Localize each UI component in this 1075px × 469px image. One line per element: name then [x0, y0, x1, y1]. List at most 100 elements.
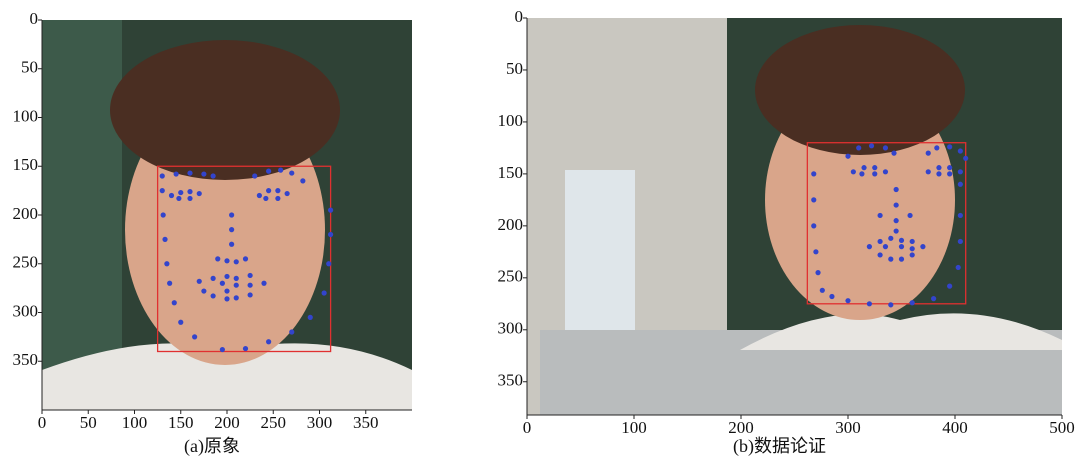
- landmark: [859, 171, 864, 176]
- x-tick-label: 300: [835, 418, 861, 437]
- landmark: [224, 274, 229, 279]
- landmark: [820, 288, 825, 293]
- landmark: [958, 182, 963, 187]
- landmark: [963, 156, 968, 161]
- landmark: [947, 284, 952, 289]
- landmark: [234, 276, 239, 281]
- landmark: [931, 296, 936, 301]
- landmark: [883, 169, 888, 174]
- y-tick-label: 150: [13, 155, 39, 174]
- y-tick-label: 350: [13, 350, 39, 369]
- landmark: [257, 193, 262, 198]
- landmark: [248, 273, 253, 278]
- landmark: [878, 213, 883, 218]
- y-tick-label: 100: [498, 111, 524, 130]
- landmark: [224, 288, 229, 293]
- landmark: [328, 232, 333, 237]
- landmark: [169, 193, 174, 198]
- landmark: [229, 227, 234, 232]
- landmark: [936, 171, 941, 176]
- landmark: [243, 256, 248, 261]
- landmark: [894, 187, 899, 192]
- landmark: [958, 169, 963, 174]
- y-tick-label: 100: [13, 106, 39, 125]
- landmark: [926, 169, 931, 174]
- landmark: [878, 252, 883, 257]
- x-tick-label: 500: [1049, 418, 1075, 437]
- landmark: [243, 346, 248, 351]
- landmark: [220, 281, 225, 286]
- landmark: [856, 145, 861, 150]
- x-tick-label: 200: [214, 413, 240, 432]
- landmark: [947, 171, 952, 176]
- x-tick-label: 100: [122, 413, 148, 432]
- photo-b: [527, 18, 1062, 415]
- y-tick-label: 200: [498, 215, 524, 234]
- landmark: [894, 218, 899, 223]
- x-tick-label: 0: [523, 418, 532, 437]
- y-tick-label: 150: [498, 163, 524, 182]
- landmark: [266, 169, 271, 174]
- landmark: [910, 246, 915, 251]
- y-tick-label: 250: [13, 253, 39, 272]
- landmark: [815, 270, 820, 275]
- landmark: [234, 259, 239, 264]
- y-tick-label: 300: [13, 301, 39, 320]
- landmark: [308, 315, 313, 320]
- landmark: [211, 293, 216, 298]
- y-tick-label: 300: [498, 319, 524, 338]
- landmark: [211, 276, 216, 281]
- landmark: [888, 236, 893, 241]
- landmark: [883, 145, 888, 150]
- landmark: [229, 212, 234, 217]
- landmark: [910, 239, 915, 244]
- landmark: [266, 339, 271, 344]
- landmark: [878, 239, 883, 244]
- y-tick-label: 350: [498, 371, 524, 390]
- landmark: [187, 196, 192, 201]
- landmark: [187, 189, 192, 194]
- landmark: [894, 228, 899, 233]
- landmark: [926, 151, 931, 156]
- landmark: [224, 258, 229, 263]
- landmark: [248, 283, 253, 288]
- landmark: [192, 334, 197, 339]
- landmark: [197, 279, 202, 284]
- landmark: [224, 296, 229, 301]
- y-tick-label: 200: [13, 204, 39, 223]
- landmark: [947, 144, 952, 149]
- landmark: [164, 261, 169, 266]
- landmark: [899, 257, 904, 262]
- caption: (b)数据论证: [733, 436, 826, 457]
- landmark: [289, 170, 294, 175]
- landmark: [851, 169, 856, 174]
- landmark: [934, 145, 939, 150]
- x-tick-label: 50: [80, 413, 97, 432]
- landmark: [328, 208, 333, 213]
- x-tick-label: 350: [353, 413, 379, 432]
- landmark: [813, 249, 818, 254]
- landmark: [161, 212, 166, 217]
- landmark: [845, 154, 850, 159]
- landmark: [872, 165, 877, 170]
- landmark: [811, 223, 816, 228]
- landmark: [252, 173, 257, 178]
- y-tick-label: 50: [21, 58, 38, 77]
- landmark: [275, 196, 280, 201]
- landmark: [322, 290, 327, 295]
- landmark: [867, 301, 872, 306]
- x-tick-label: 0: [38, 413, 47, 432]
- landmark: [187, 170, 192, 175]
- landmark: [229, 242, 234, 247]
- landmark: [263, 196, 268, 201]
- landmark: [888, 302, 893, 307]
- figure: 0501001502002503003500501001502002503003…: [0, 0, 1075, 464]
- landmark: [266, 188, 271, 193]
- landmark: [867, 244, 872, 249]
- landmark: [811, 197, 816, 202]
- landmark: [861, 165, 866, 170]
- landmark: [872, 171, 877, 176]
- x-tick-label: 100: [621, 418, 647, 437]
- landmark: [869, 143, 874, 148]
- landmark: [958, 148, 963, 153]
